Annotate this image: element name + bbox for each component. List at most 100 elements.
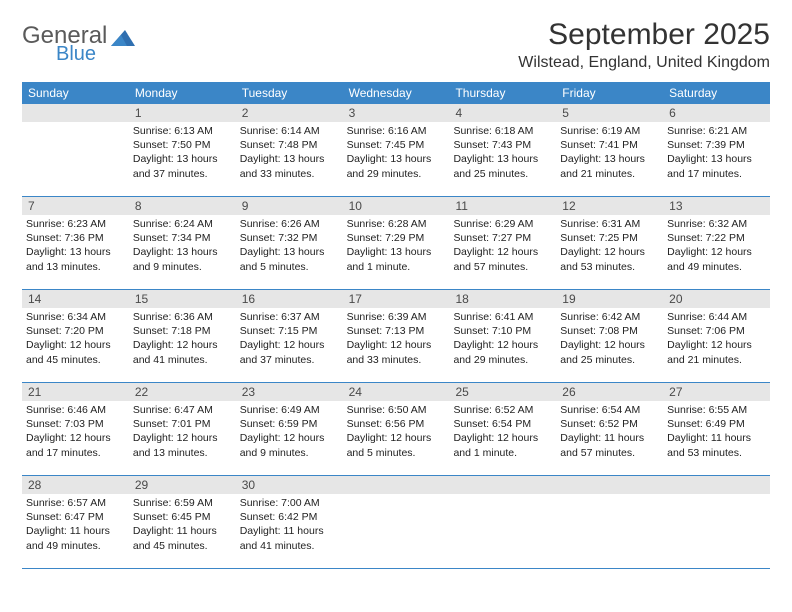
sunrise-text: Sunrise: 6:16 AM xyxy=(347,124,446,138)
day-number: 9 xyxy=(236,197,343,215)
daylight-text: Daylight: 12 hours and 25 minutes. xyxy=(560,338,659,366)
sunrise-text: Sunrise: 6:59 AM xyxy=(133,496,232,510)
sunset-text: Sunset: 6:59 PM xyxy=(240,417,339,431)
day-cell: Sunrise: 6:18 AMSunset: 7:43 PMDaylight:… xyxy=(449,122,556,196)
day-number: 26 xyxy=(556,383,663,401)
daylight-text: Daylight: 12 hours and 33 minutes. xyxy=(347,338,446,366)
daylight-text: Daylight: 11 hours and 49 minutes. xyxy=(26,524,125,552)
day-number: 8 xyxy=(129,197,236,215)
sunrise-text: Sunrise: 6:13 AM xyxy=(133,124,232,138)
sunrise-text: Sunrise: 6:32 AM xyxy=(667,217,766,231)
daylight-text: Daylight: 12 hours and 21 minutes. xyxy=(667,338,766,366)
sunrise-text: Sunrise: 7:00 AM xyxy=(240,496,339,510)
sunrise-text: Sunrise: 6:14 AM xyxy=(240,124,339,138)
day-cell: Sunrise: 6:50 AMSunset: 6:56 PMDaylight:… xyxy=(343,401,450,475)
day-header: Monday xyxy=(129,82,236,104)
day-cell: Sunrise: 6:46 AMSunset: 7:03 PMDaylight:… xyxy=(22,401,129,475)
daylight-text: Daylight: 12 hours and 9 minutes. xyxy=(240,431,339,459)
sunset-text: Sunset: 6:42 PM xyxy=(240,510,339,524)
sunset-text: Sunset: 7:27 PM xyxy=(453,231,552,245)
day-cell: Sunrise: 6:24 AMSunset: 7:34 PMDaylight:… xyxy=(129,215,236,289)
logo: General Blue xyxy=(22,18,137,64)
location-subtitle: Wilstead, England, United Kingdom xyxy=(518,54,770,72)
day-number: 14 xyxy=(22,290,129,308)
day-number xyxy=(663,476,770,494)
day-cell: Sunrise: 6:21 AMSunset: 7:39 PMDaylight:… xyxy=(663,122,770,196)
month-title: September 2025 xyxy=(518,18,770,52)
daylight-text: Daylight: 12 hours and 13 minutes. xyxy=(133,431,232,459)
daylight-text: Daylight: 12 hours and 29 minutes. xyxy=(453,338,552,366)
week-details-row: Sunrise: 6:13 AMSunset: 7:50 PMDaylight:… xyxy=(22,122,770,197)
sunset-text: Sunset: 7:08 PM xyxy=(560,324,659,338)
day-number xyxy=(449,476,556,494)
sunrise-text: Sunrise: 6:44 AM xyxy=(667,310,766,324)
daylight-text: Daylight: 13 hours and 5 minutes. xyxy=(240,245,339,273)
daylight-text: Daylight: 11 hours and 57 minutes. xyxy=(560,431,659,459)
day-cell: Sunrise: 6:59 AMSunset: 6:45 PMDaylight:… xyxy=(129,494,236,568)
day-cell xyxy=(449,494,556,568)
day-cell xyxy=(343,494,450,568)
sunset-text: Sunset: 7:48 PM xyxy=(240,138,339,152)
day-number: 22 xyxy=(129,383,236,401)
day-cell: Sunrise: 6:55 AMSunset: 6:49 PMDaylight:… xyxy=(663,401,770,475)
sunset-text: Sunset: 7:10 PM xyxy=(453,324,552,338)
day-cell: Sunrise: 6:16 AMSunset: 7:45 PMDaylight:… xyxy=(343,122,450,196)
daylight-text: Daylight: 12 hours and 41 minutes. xyxy=(133,338,232,366)
day-cell: Sunrise: 6:52 AMSunset: 6:54 PMDaylight:… xyxy=(449,401,556,475)
daylight-text: Daylight: 13 hours and 1 minute. xyxy=(347,245,446,273)
sunset-text: Sunset: 6:45 PM xyxy=(133,510,232,524)
sunset-text: Sunset: 6:54 PM xyxy=(453,417,552,431)
day-number: 1 xyxy=(129,104,236,122)
daylight-text: Daylight: 13 hours and 13 minutes. xyxy=(26,245,125,273)
sunset-text: Sunset: 7:03 PM xyxy=(26,417,125,431)
day-number: 16 xyxy=(236,290,343,308)
day-number: 10 xyxy=(343,197,450,215)
day-number-row: 282930 xyxy=(22,476,770,494)
sunset-text: Sunset: 6:47 PM xyxy=(26,510,125,524)
day-cell: Sunrise: 7:00 AMSunset: 6:42 PMDaylight:… xyxy=(236,494,343,568)
day-number-row: 21222324252627 xyxy=(22,383,770,401)
day-cell: Sunrise: 6:54 AMSunset: 6:52 PMDaylight:… xyxy=(556,401,663,475)
day-cell: Sunrise: 6:47 AMSunset: 7:01 PMDaylight:… xyxy=(129,401,236,475)
sunrise-text: Sunrise: 6:23 AM xyxy=(26,217,125,231)
sunset-text: Sunset: 7:29 PM xyxy=(347,231,446,245)
day-number: 21 xyxy=(22,383,129,401)
sunset-text: Sunset: 6:56 PM xyxy=(347,417,446,431)
sunrise-text: Sunrise: 6:39 AM xyxy=(347,310,446,324)
sunset-text: Sunset: 7:13 PM xyxy=(347,324,446,338)
daylight-text: Daylight: 13 hours and 21 minutes. xyxy=(560,152,659,180)
sunrise-text: Sunrise: 6:29 AM xyxy=(453,217,552,231)
daylight-text: Daylight: 12 hours and 49 minutes. xyxy=(667,245,766,273)
logo-text: General Blue xyxy=(22,24,107,64)
daylight-text: Daylight: 12 hours and 45 minutes. xyxy=(26,338,125,366)
day-cell: Sunrise: 6:49 AMSunset: 6:59 PMDaylight:… xyxy=(236,401,343,475)
daylight-text: Daylight: 12 hours and 53 minutes. xyxy=(560,245,659,273)
daylight-text: Daylight: 11 hours and 53 minutes. xyxy=(667,431,766,459)
daylight-text: Daylight: 12 hours and 37 minutes. xyxy=(240,338,339,366)
week-details-row: Sunrise: 6:34 AMSunset: 7:20 PMDaylight:… xyxy=(22,308,770,383)
sunrise-text: Sunrise: 6:21 AM xyxy=(667,124,766,138)
daylight-text: Daylight: 12 hours and 1 minute. xyxy=(453,431,552,459)
sunrise-text: Sunrise: 6:26 AM xyxy=(240,217,339,231)
day-cell xyxy=(22,122,129,196)
day-number: 19 xyxy=(556,290,663,308)
day-number: 28 xyxy=(22,476,129,494)
day-number: 4 xyxy=(449,104,556,122)
title-block: September 2025 Wilstead, England, United… xyxy=(518,18,770,72)
day-cell: Sunrise: 6:34 AMSunset: 7:20 PMDaylight:… xyxy=(22,308,129,382)
sunrise-text: Sunrise: 6:18 AM xyxy=(453,124,552,138)
week-details-row: Sunrise: 6:46 AMSunset: 7:03 PMDaylight:… xyxy=(22,401,770,476)
day-cell: Sunrise: 6:23 AMSunset: 7:36 PMDaylight:… xyxy=(22,215,129,289)
sunrise-text: Sunrise: 6:47 AM xyxy=(133,403,232,417)
day-cell: Sunrise: 6:32 AMSunset: 7:22 PMDaylight:… xyxy=(663,215,770,289)
day-cell xyxy=(556,494,663,568)
day-cell: Sunrise: 6:41 AMSunset: 7:10 PMDaylight:… xyxy=(449,308,556,382)
sunrise-text: Sunrise: 6:34 AM xyxy=(26,310,125,324)
sunset-text: Sunset: 7:22 PM xyxy=(667,231,766,245)
daylight-text: Daylight: 11 hours and 45 minutes. xyxy=(133,524,232,552)
day-number-row: 14151617181920 xyxy=(22,290,770,308)
sunset-text: Sunset: 6:52 PM xyxy=(560,417,659,431)
day-number: 24 xyxy=(343,383,450,401)
logo-triangle-icon xyxy=(111,28,137,53)
week-details-row: Sunrise: 6:57 AMSunset: 6:47 PMDaylight:… xyxy=(22,494,770,569)
